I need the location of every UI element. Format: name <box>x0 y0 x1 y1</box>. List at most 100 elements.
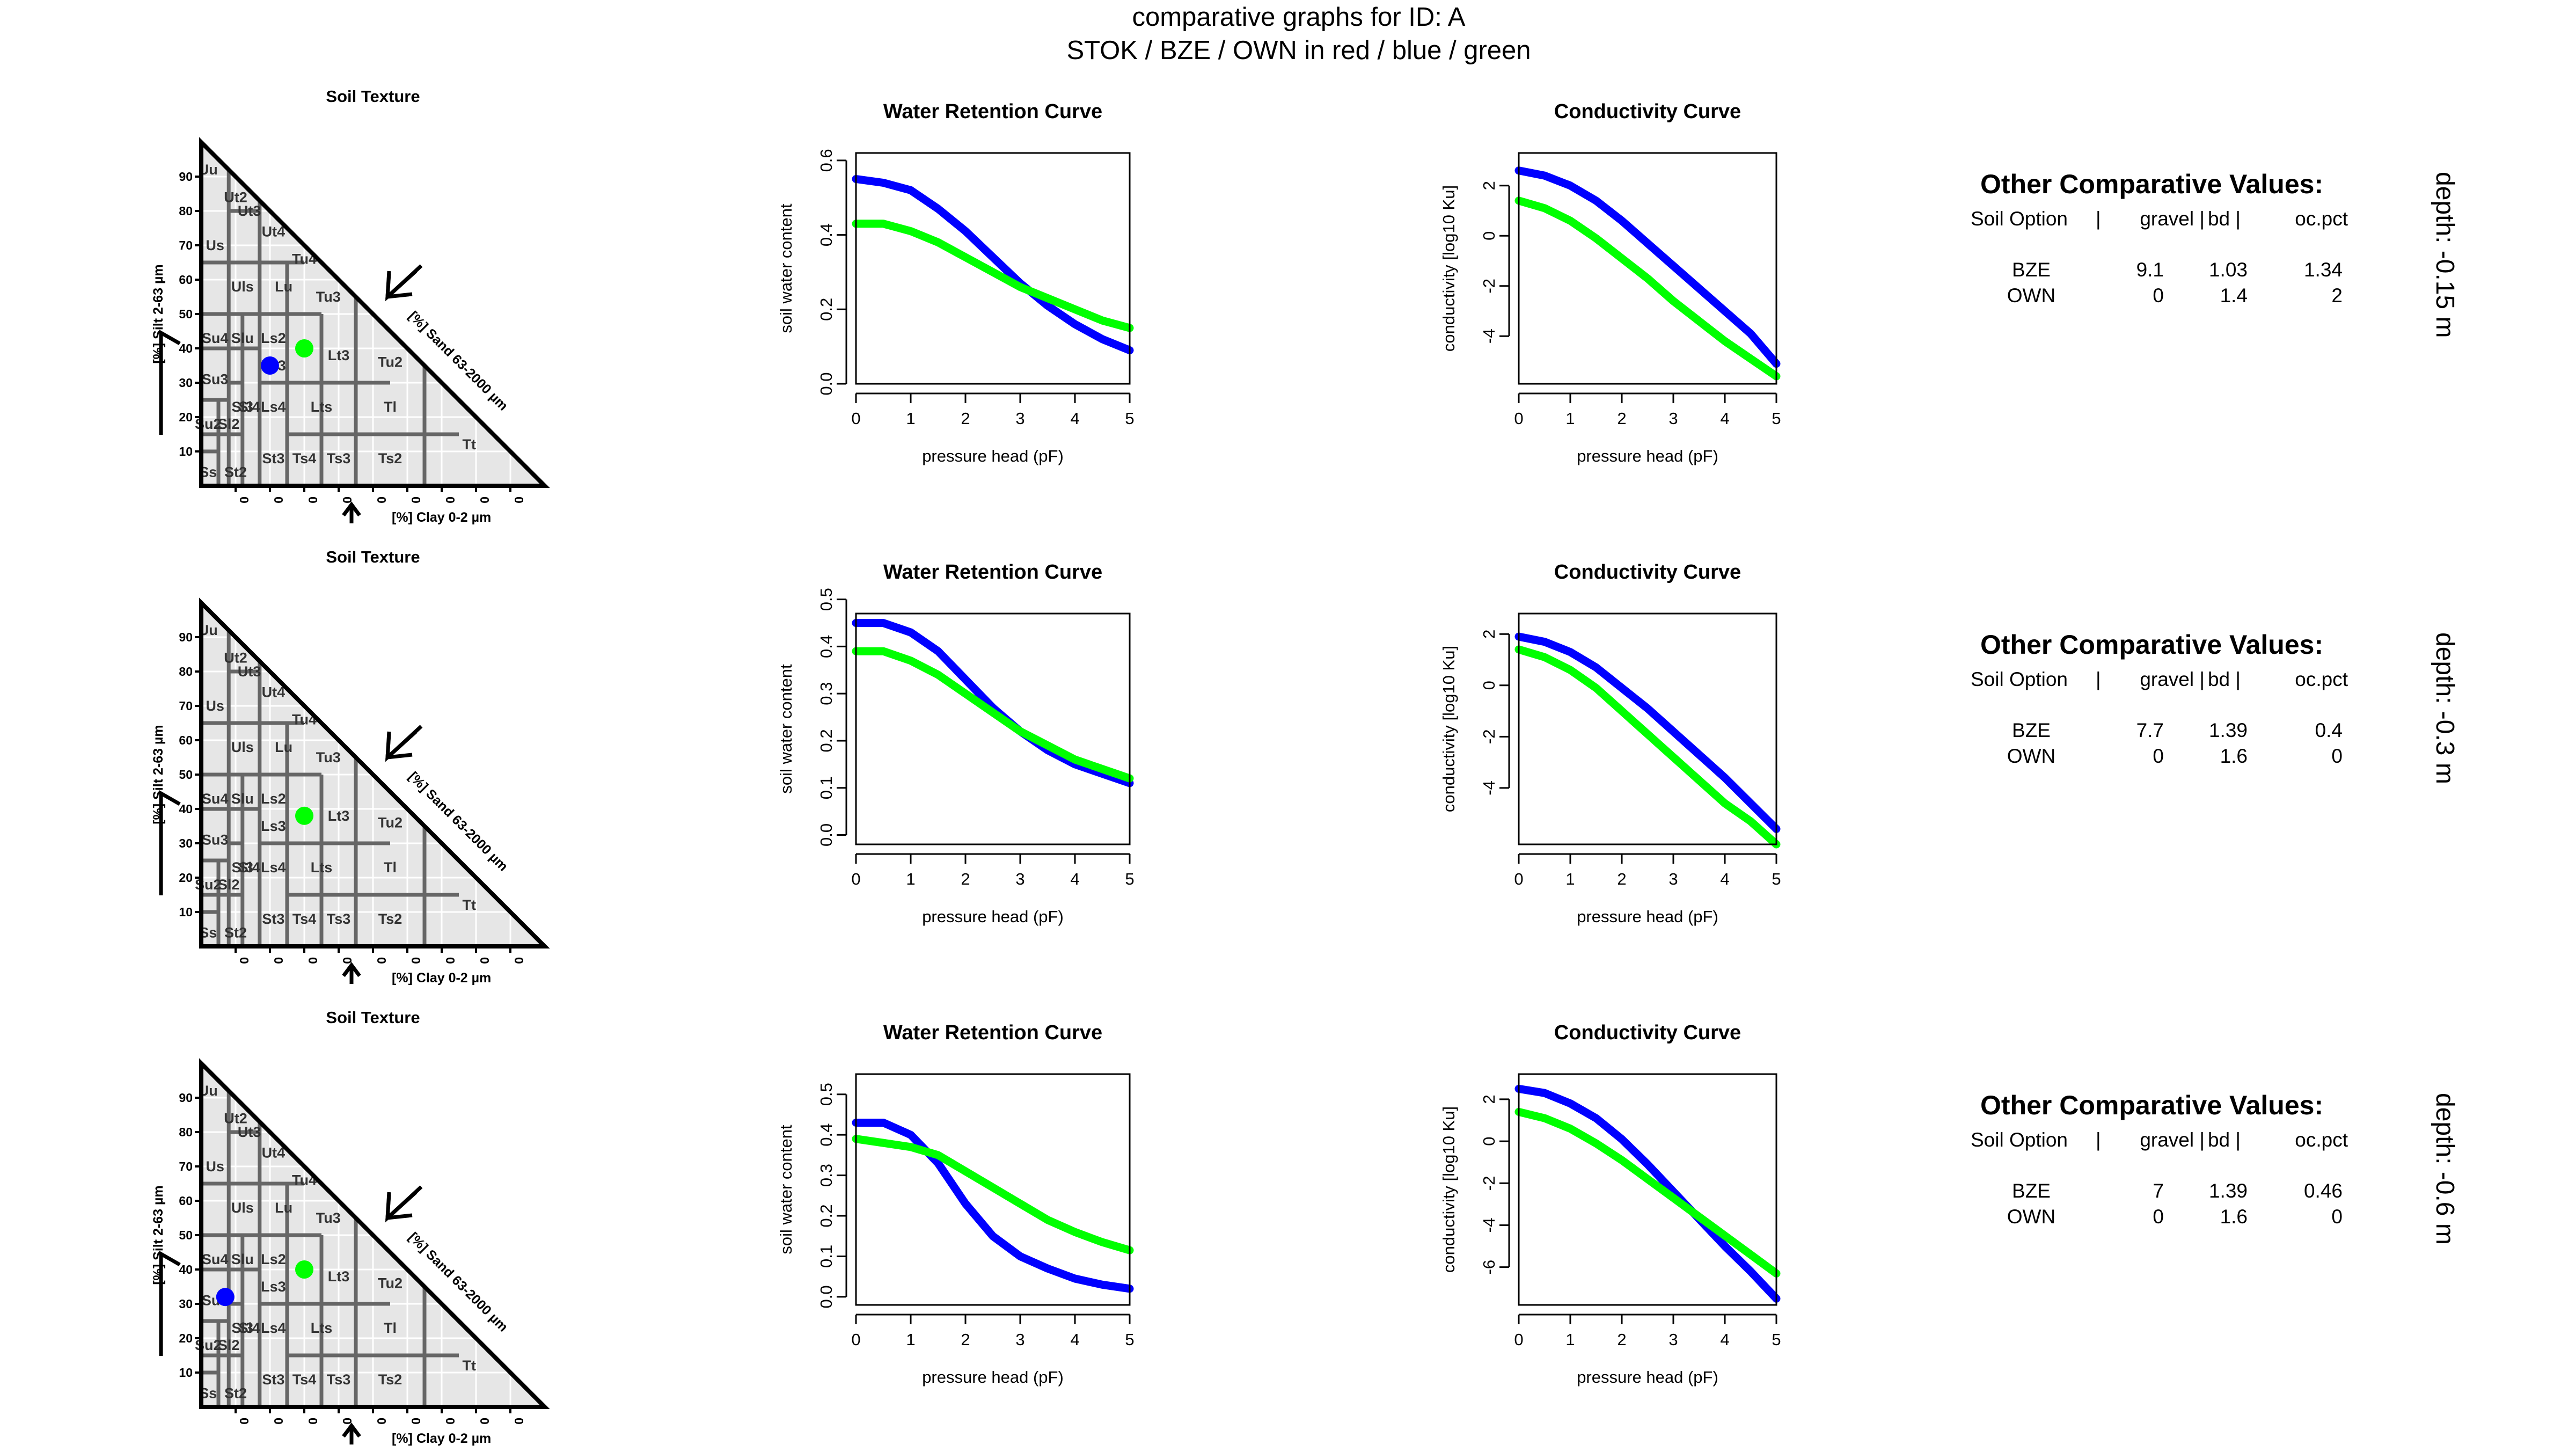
silt-tick-label: 60 <box>179 273 193 287</box>
other-values-bd: 1.4 <box>2220 284 2248 307</box>
other-values-oc-pct: 0 <box>2331 745 2343 767</box>
conductivity-y-tick-label: 0 <box>1480 1136 1498 1145</box>
clay-tick-label: 0 <box>340 497 354 504</box>
conductivity-y-tick-label: -4 <box>1480 1218 1498 1233</box>
silt-tick-label: 90 <box>179 170 193 184</box>
water-retention-y-tick-label: 0.0 <box>817 1285 836 1308</box>
silt-tick-label: 20 <box>179 1331 193 1345</box>
soil-class-label: Tu3 <box>316 289 341 305</box>
conductivity-x-tick-label: 1 <box>1565 870 1575 888</box>
soil-sample-point-own <box>295 339 313 357</box>
soil-class-label: St2 <box>224 464 247 480</box>
soil-class-label: Sl3 <box>232 1320 254 1336</box>
sand-direction-arrow-shaft <box>386 1185 423 1220</box>
soil-class-label: Lu <box>275 739 292 755</box>
conductivity-x-tick-label: 4 <box>1720 409 1729 428</box>
conductivity-x-axis-label: pressure head (pF) <box>1577 447 1718 465</box>
other-values-header: oc.pct <box>2295 1129 2348 1151</box>
water-retention-y-tick-label: 0.0 <box>817 823 836 847</box>
conductivity-x-tick-label: 4 <box>1720 1330 1729 1349</box>
clay-tick-label: 0 <box>375 497 389 504</box>
silt-tick-label: 40 <box>179 1263 193 1276</box>
other-values-option: OWN <box>2007 745 2055 767</box>
soil-class-label: Tt <box>462 897 475 913</box>
soil-class-label: St2 <box>224 924 247 940</box>
silt-tick-label: 70 <box>179 1159 193 1173</box>
other-values-oc-pct: 1.34 <box>2304 259 2343 281</box>
water-retention-panel: Water Retention Curve 0 1 2 3 4 5 0.0 0.1 0.2 0.3 0… <box>777 561 1135 926</box>
silt-tick-label: 70 <box>179 699 193 713</box>
silt-tick-label: 10 <box>179 905 193 919</box>
conductivity-x-axis-label: pressure head (pF) <box>1577 907 1718 926</box>
other-values-bd: 1.39 <box>2209 719 2248 741</box>
soil-class-label: St3 <box>262 1371 284 1388</box>
soil-class-label: Us <box>206 698 224 714</box>
water-retention-x-axis-label: pressure head (pF) <box>922 1368 1064 1387</box>
water-retention-y-tick-label: 0.4 <box>817 1123 836 1147</box>
soil-class-label: Sl4 <box>238 859 260 875</box>
soil-class-label: Tu2 <box>378 354 402 370</box>
clay-tick-label: 0 <box>306 497 320 504</box>
soil-class-label: Ls2 <box>261 330 286 346</box>
silt-axis-label: [%] Silt 2-63 µm <box>151 264 166 363</box>
conductivity-y-tick-label: 0 <box>1480 231 1498 240</box>
water-retention-x-tick-label: 4 <box>1070 870 1079 888</box>
conductivity-y-tick-label: -4 <box>1480 780 1498 796</box>
clay-tick-label: 0 <box>478 957 492 964</box>
clay-tick-label: 0 <box>409 497 423 504</box>
soil-class-label: Ut4 <box>262 684 286 700</box>
clay-tick-label: 0 <box>443 957 457 964</box>
conductivity-x-tick-label: 3 <box>1668 870 1678 888</box>
conductivity-line-bze <box>1514 632 1781 833</box>
soil-class-label: Ts3 <box>327 1371 351 1388</box>
soil-class-label: Ut2 <box>224 650 247 666</box>
other-values-oc-pct: 0.4 <box>2315 719 2343 741</box>
conductivity-title: Conductivity Curve <box>1554 1021 1741 1044</box>
soil-class-label: Ts3 <box>327 911 351 927</box>
water-retention-x-tick-label: 0 <box>851 409 860 428</box>
clay-tick-label: 0 <box>478 497 492 504</box>
clay-tick-label: 0 <box>306 957 320 964</box>
soil-class-label: St3 <box>262 911 284 927</box>
conductivity-y-tick-label: -2 <box>1480 729 1498 745</box>
triangle-title: Soil Texture <box>326 87 420 106</box>
conductivity-y-axis-label: conductivity [log10 Ku] <box>1439 1106 1458 1273</box>
other-values-option: BZE <box>2012 719 2051 741</box>
soil-class-label: Tl <box>384 1320 397 1336</box>
other-values-option: OWN <box>2007 284 2055 307</box>
water-retention-y-tick-label: 0.2 <box>817 729 836 752</box>
other-values-header: bd | <box>2208 208 2241 230</box>
water-retention-y-tick-label: 0.1 <box>817 776 836 799</box>
soil-class-label: St3 <box>262 450 284 466</box>
other-values-gravel: 7 <box>2153 1180 2164 1202</box>
soil-class-label: Sl2 <box>218 1337 240 1353</box>
water-retention-x-tick-label: 5 <box>1125 409 1134 428</box>
silt-axis-label: [%] Silt 2-63 µm <box>151 1185 166 1285</box>
conductivity-x-tick-label: 0 <box>1514 1330 1523 1349</box>
conductivity-plot-frame <box>1518 152 1777 385</box>
soil-class-label: Ut3 <box>238 203 261 219</box>
other-values-title: Other Comparative Values: <box>1980 169 2323 199</box>
water-retention-title: Water Retention Curve <box>883 100 1102 123</box>
other-values-title: Other Comparative Values: <box>1980 630 2323 660</box>
conductivity-x-tick-label: 1 <box>1565 409 1575 428</box>
conductivity-x-tick-label: 2 <box>1617 409 1626 428</box>
conductivity-x-tick-label: 5 <box>1772 870 1781 888</box>
water-retention-x-tick-label: 3 <box>1015 409 1024 428</box>
silt-tick-label: 30 <box>179 1297 193 1311</box>
soil-sample-point-own <box>295 1260 313 1279</box>
clay-tick-label: 0 <box>443 1418 457 1425</box>
soil-class-label: Ls2 <box>261 791 286 807</box>
conductivity-x-tick-label: 0 <box>1514 409 1523 428</box>
class-boundaries <box>201 170 459 488</box>
other-values-panel: Other Comparative Values: Soil Option | gra… <box>1971 1090 2459 1245</box>
soil-class-label: Ts2 <box>378 450 402 466</box>
conductivity-x-tick-label: 3 <box>1668 409 1678 428</box>
conductivity-y-tick-label: -2 <box>1480 279 1498 294</box>
clay-axis-label: [%] Clay 0-2 µm <box>392 510 491 525</box>
conductivity-y-tick-label: 0 <box>1480 681 1498 690</box>
sand-direction-arrow-shaft <box>386 725 423 759</box>
other-values-header: Soil Option <box>1971 668 2068 690</box>
other-values-gravel: 0 <box>2153 284 2164 307</box>
